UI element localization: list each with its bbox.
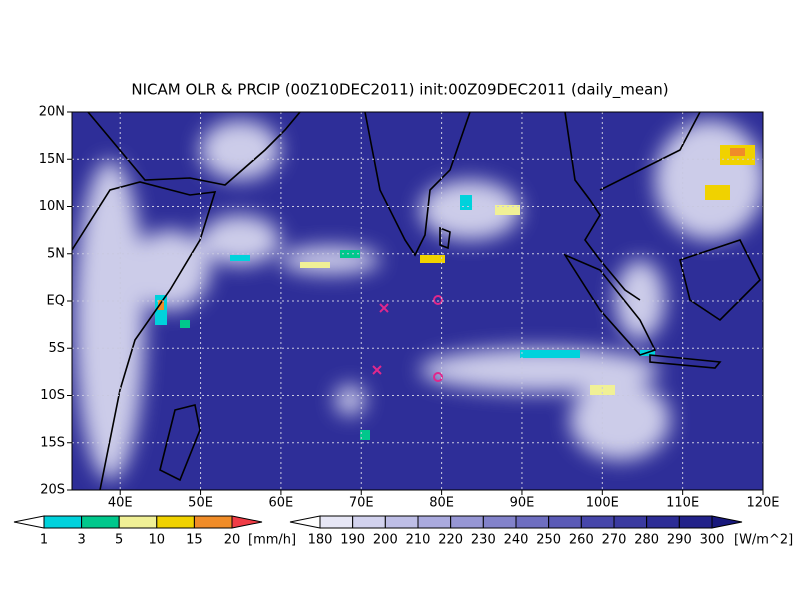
y-tick-label: 5S [48, 341, 65, 356]
title: NICAM OLR & PRCIP (00Z10DEC2011) init:00… [131, 81, 668, 100]
colorbar-high [231, 515, 263, 529]
colorbar-bin [118, 515, 158, 529]
axes: 40E 50E 60E 70E 80E 90E 100E 110E 120E 20N 15N 10N 5… [39, 105, 780, 511]
colorbar-low [289, 515, 321, 529]
map-field [72, 112, 763, 490]
colorbar-bin [43, 515, 83, 529]
colorbar-label: 210 [406, 533, 431, 548]
y-tick-label: 10N [39, 199, 65, 214]
y-tick-label: 15S [40, 435, 65, 450]
colorbar-label: 10 [149, 533, 166, 548]
precip-cells [155, 145, 755, 440]
colorbar-label: 300 [700, 533, 725, 548]
colorbar-bin [156, 515, 195, 529]
colorbar-bin [417, 515, 452, 529]
colorbar-unit: [mm/h] [248, 533, 296, 548]
x-tick-label: 70E [349, 496, 374, 511]
colorbar-bin [450, 515, 484, 529]
grid [72, 112, 763, 490]
x-tick-label: 110E [666, 496, 699, 511]
colorbar-label: 180 [308, 533, 333, 548]
colorbar-bin [319, 515, 354, 529]
colorbar-label: 270 [602, 533, 627, 548]
colorbar-label: 220 [438, 533, 463, 548]
colorbar-high [711, 515, 743, 529]
x-tick-label: 50E [188, 496, 213, 511]
cloud-field [75, 120, 763, 480]
colorbar-bin [646, 515, 680, 529]
coastlines [72, 112, 761, 490]
y-tick-label: 5N [47, 246, 65, 261]
colorbar-bin [384, 515, 419, 529]
colorbar-label: 190 [340, 533, 365, 548]
colorbar-bin [193, 515, 233, 529]
x-tick-label: 40E [108, 496, 133, 511]
colorbar-label: 1 [40, 533, 48, 548]
x-tick-label: 60E [269, 496, 294, 511]
colorbar-label: 290 [667, 533, 692, 548]
colorbars: 1 3 5 10 15 20 [mm/h] 180 190 200 210 220 230 240 250 2… [13, 515, 793, 548]
colorbar-label: 3 [77, 533, 85, 548]
y-tick-label: EQ [47, 294, 65, 309]
y-tick-label: 10S [40, 388, 65, 403]
colorbar-bin [352, 515, 386, 529]
colorbar-label: 250 [536, 533, 561, 548]
colorbar-unit: [W/m^2] [734, 533, 793, 548]
colorbar-label: 15 [186, 533, 203, 548]
colorbar-bin [81, 515, 120, 529]
x-tick-label: 90E [510, 496, 535, 511]
colorbar-label: 5 [115, 533, 123, 548]
y-tick-label: 20N [39, 105, 65, 120]
x-tick-label: 100E [586, 496, 619, 511]
colorbar-label: 280 [634, 533, 659, 548]
y-tick-label: 15N [39, 152, 65, 167]
x-tick-label: 80E [429, 496, 454, 511]
colorbar-label: 240 [504, 533, 529, 548]
colorbar-label: 200 [373, 533, 398, 548]
colorbar-label: 260 [569, 533, 594, 548]
colorbar-bin [613, 515, 648, 529]
colorbar-bin [515, 515, 550, 529]
colorbar-low [13, 515, 45, 529]
colorbar-label: 230 [471, 533, 496, 548]
y-tick-label: 20S [40, 483, 65, 498]
colorbar-bin [548, 515, 582, 529]
x-tick-label: 120E [746, 496, 779, 511]
colorbar-bin [678, 515, 713, 529]
colorbar-bin [482, 515, 517, 529]
colorbar-label: 20 [224, 533, 241, 548]
colorbar-bin [580, 515, 615, 529]
